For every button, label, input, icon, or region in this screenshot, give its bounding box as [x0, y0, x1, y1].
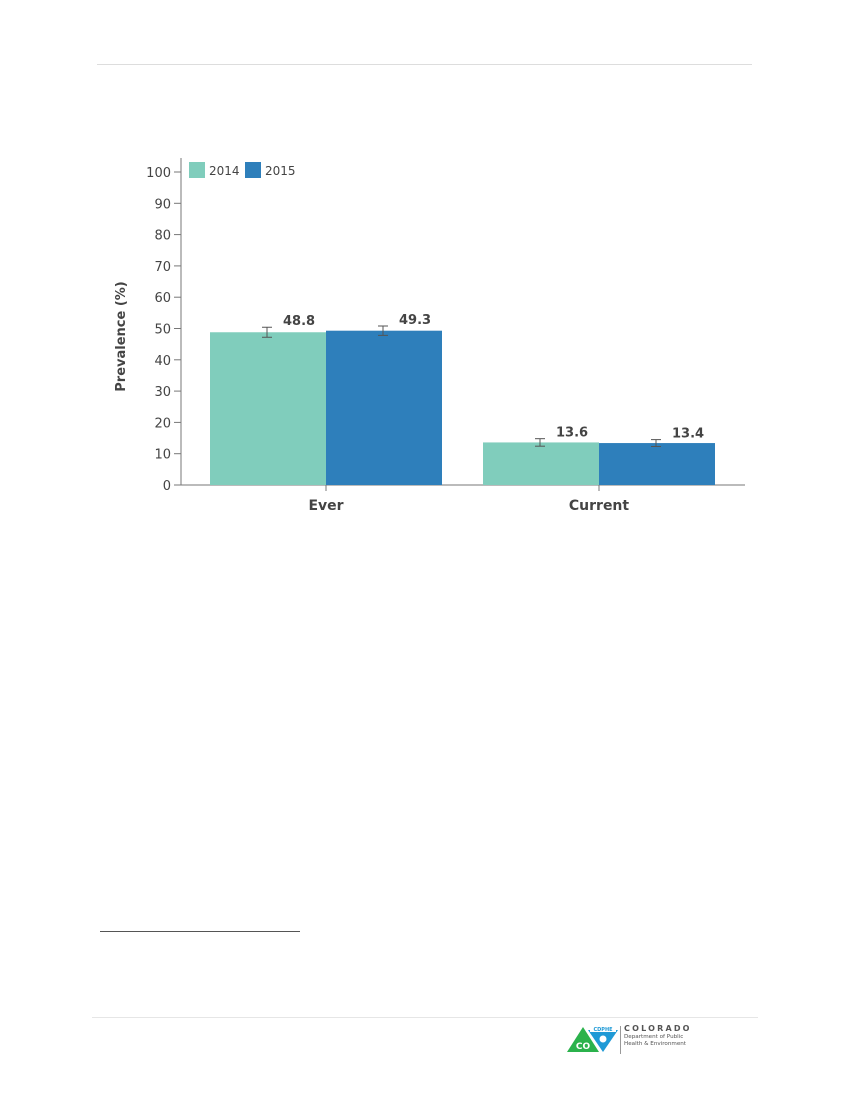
y-tick-label-100: 100: [146, 166, 171, 181]
bar-ever-2014: [210, 332, 326, 485]
y-tick-label-30: 30: [154, 385, 171, 400]
y-tick-label-0: 0: [163, 479, 171, 494]
logo-text: COLORADO Department of Public Health & E…: [624, 1024, 692, 1048]
prevalence-chart: 0 10 20 30 40 50 60 70 80 90 100 Prevalence (%) 48.8…: [114, 158, 745, 514]
cdphe-logo-mark-icon: CO CDPHE: [567, 1026, 621, 1054]
y-tick-label-10: 10: [154, 448, 171, 463]
data-label-current-2014: 13.6: [556, 426, 588, 441]
y-axis-label: Prevalence (%): [114, 281, 129, 392]
y-tick-label-90: 90: [154, 197, 171, 212]
legend-label-2015: 2015: [265, 164, 296, 178]
footer-rule: [92, 1017, 758, 1018]
y-tick-label-60: 60: [154, 291, 171, 306]
footnote-rule: [100, 931, 300, 932]
logo-sub-line-1: Department of Public: [624, 1034, 684, 1040]
logo-badge-text: CDPHE: [593, 1027, 613, 1033]
y-tick-label-20: 20: [154, 416, 171, 431]
logo-sub-line-2: Health & Environment: [624, 1041, 687, 1047]
legend-swatch-2014: [189, 162, 205, 178]
bar-ever-2015: [326, 330, 442, 485]
data-label-ever-2015: 49.3: [399, 313, 431, 328]
x-tick-label-current: Current: [569, 498, 630, 514]
bar-current-2014: [483, 442, 599, 485]
logo-state-text: CO: [576, 1042, 591, 1052]
y-tick-label-50: 50: [154, 323, 171, 338]
y-tick-label-40: 40: [154, 354, 171, 369]
y-tick-label-70: 70: [154, 260, 171, 275]
header-rule: [97, 64, 752, 65]
cdphe-logo: CO CDPHE COLORADO Department of Public H…: [566, 1024, 701, 1056]
y-tick-label-80: 80: [154, 229, 171, 244]
chart-svg: 0 10 20 30 40 50 60 70 80 90 100 Prevalence (%) 48.8…: [114, 158, 745, 514]
legend-label-2014: 2014: [209, 164, 240, 178]
data-label-current-2015: 13.4: [672, 427, 704, 442]
bar-current-2015: [599, 443, 715, 485]
x-tick-label-ever: Ever: [308, 498, 343, 514]
logo-name: COLORADO: [624, 1024, 692, 1033]
data-label-ever-2014: 48.8: [283, 314, 315, 329]
legend-swatch-2015: [245, 162, 261, 178]
